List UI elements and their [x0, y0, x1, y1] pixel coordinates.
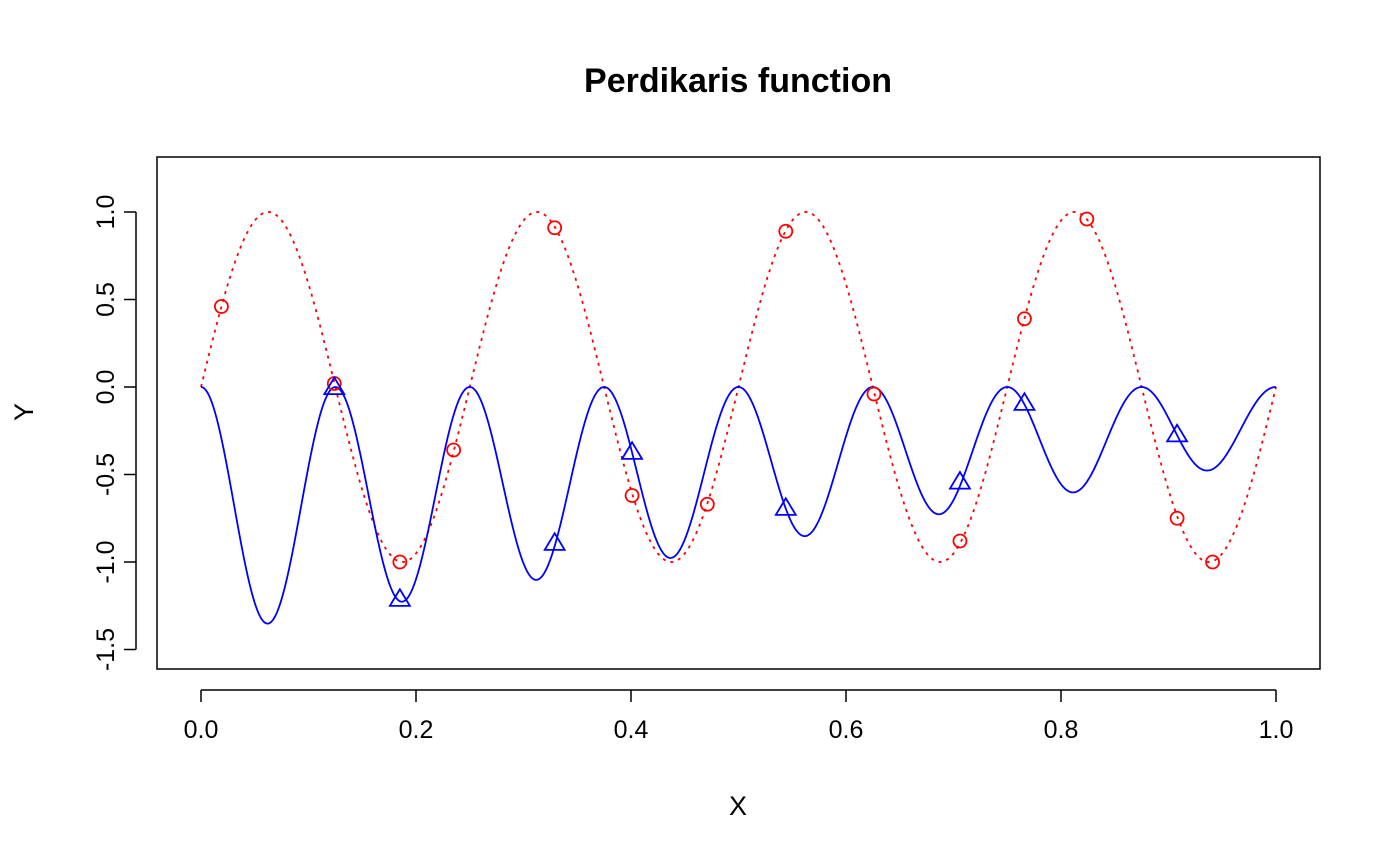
circle-point [624, 488, 640, 503]
y-tick-label: 1.0 [92, 195, 120, 230]
circle-point [214, 299, 229, 314]
y-tick-label: -1.5 [92, 628, 120, 671]
y-axis: -1.5 -1.0 -0.5 0.0 0.5 1.0 [92, 195, 137, 671]
triangle-point [948, 470, 972, 490]
triangle-point [1012, 391, 1037, 411]
x-tick-label: 0.0 [184, 716, 219, 744]
x-axis: 0.0 0.2 0.4 0.6 0.8 1.0 [184, 689, 1294, 744]
circle-point [547, 220, 563, 236]
series-curves [200, 211, 1277, 625]
triangle-point [774, 496, 798, 516]
x-tick-label: 0.6 [829, 716, 864, 744]
x-axis-label: X [729, 791, 747, 821]
x-tick-label: 0.8 [1044, 716, 1079, 744]
circle-point [1169, 510, 1185, 526]
y-tick-label: -1.0 [92, 540, 120, 583]
circle-point [446, 442, 462, 458]
circle-point [778, 223, 794, 239]
x-tick-label: 0.4 [614, 716, 649, 744]
circle-point [866, 386, 882, 402]
triangle-point [1165, 423, 1189, 443]
y-axis-label: Y [9, 403, 39, 421]
triangle-point [620, 440, 644, 460]
circle-point [952, 533, 968, 549]
y-tick-label: -0.5 [92, 453, 120, 496]
circle-point [699, 496, 715, 512]
circle-point [1205, 554, 1220, 570]
x-tick-label: 0.2 [399, 716, 434, 744]
chart-title: Perdikaris function [584, 62, 892, 100]
circle-point [1017, 311, 1032, 327]
circle-point [392, 554, 408, 570]
circle-point [1079, 211, 1095, 227]
triangle-point [543, 531, 567, 551]
triangle-point [388, 587, 412, 607]
y-tick-label: 0.5 [92, 282, 120, 317]
series-markers [214, 211, 1220, 607]
perdikaris-curve-solid [200, 386, 1277, 625]
plot-frame [156, 156, 1321, 670]
x-tick-label: 1.0 [1259, 716, 1294, 744]
y-tick-label: 0.0 [92, 370, 120, 405]
triangle-point [322, 375, 346, 396]
